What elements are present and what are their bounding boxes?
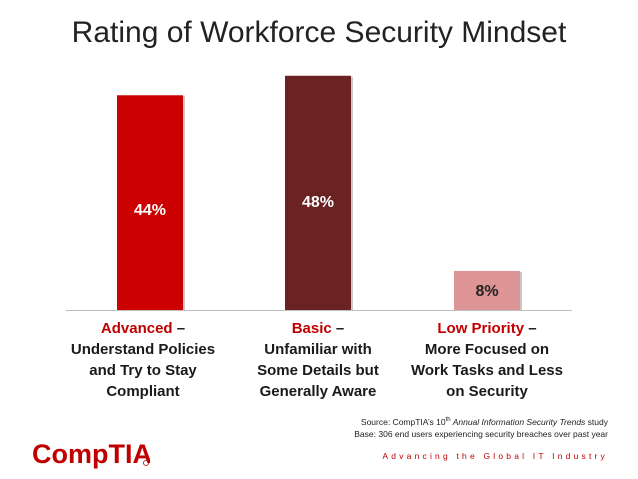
category-line: Compliant [106, 383, 180, 400]
category-line: More Focused on [424, 341, 550, 358]
category-line: Generally Aware [259, 383, 377, 400]
category-line: Understand Policies [70, 341, 216, 358]
category-dash: – [524, 320, 537, 337]
source-text: study [585, 416, 608, 427]
data-label: 44% [134, 202, 166, 219]
source-note: Source: CompTIA’s 10th Annual Informatio… [288, 414, 608, 440]
category-label-basic: Basic – Unfamiliar with Some Details but… [233, 318, 403, 402]
category-label-low-priority: Low Priority – More Focused on Work Task… [402, 318, 572, 402]
category-highlight: Low Priority [437, 320, 525, 337]
logo-text: CompTIA [32, 439, 150, 469]
bar [454, 270, 520, 310]
category-dash: – [331, 320, 345, 337]
category-line: on Security [446, 383, 528, 400]
category-highlight: Basic [291, 320, 332, 337]
bar [117, 95, 183, 310]
registered-mark-icon [143, 460, 149, 466]
category-line: and Try to Stay [89, 362, 197, 379]
data-label: 8% [475, 283, 498, 300]
comptia-logo: CompTIA [32, 439, 150, 469]
category-line: Work Tasks and Less [410, 362, 563, 379]
source-study-title: Annual Information Security Trends [450, 416, 586, 427]
chart-title: Rating of Workforce Security Mindset [71, 16, 567, 49]
source-text: Source: CompTIA’s 10 [360, 416, 446, 427]
source-sup: th [445, 417, 451, 423]
category-dash: – [172, 320, 186, 337]
category-line: Some Details but [257, 362, 379, 379]
tagline: Advancing the Global IT Industry [382, 451, 608, 461]
category-highlight: Advanced [100, 320, 173, 337]
bar [285, 75, 351, 310]
category-line: Unfamiliar with [264, 341, 372, 358]
category-label-advanced: Advanced – Understand Policies and Try t… [58, 318, 228, 402]
source-base: Base: 306 end users experiencing securit… [354, 428, 608, 439]
data-label: 48% [302, 194, 334, 211]
